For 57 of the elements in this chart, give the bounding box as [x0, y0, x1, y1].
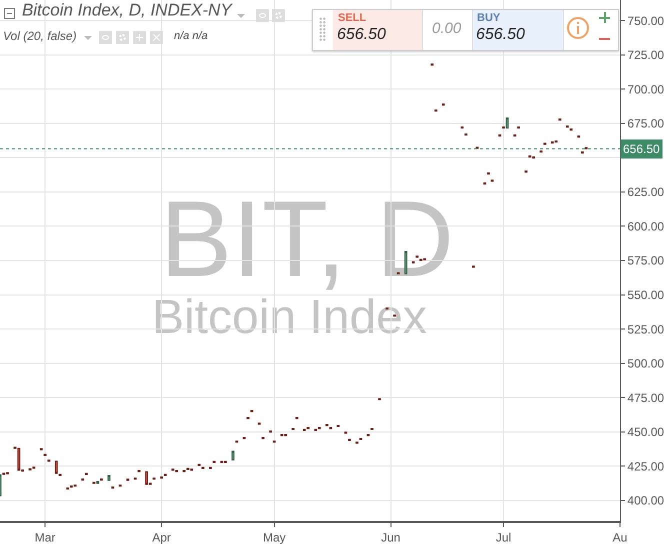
candlestick [502, 126, 505, 129]
x-tick-label: Mar [34, 530, 56, 544]
annotation: BUY [477, 12, 500, 24]
candlestick [108, 474, 110, 481]
annotation: 0.00 [432, 20, 462, 37]
candlestick [370, 428, 374, 430]
candlestick [284, 434, 287, 436]
candlestick [246, 416, 250, 420]
y-tick-label: 600.00 [627, 219, 664, 234]
y-tick-label: 700.00 [627, 82, 664, 96]
y-tick-label: 475.00 [627, 390, 664, 405]
y-tick-label: 550.00 [627, 288, 664, 302]
y-tick-label: 750.00 [627, 14, 664, 28]
y-tick-label: 625.00 [627, 185, 664, 200]
annotation: SELL [338, 12, 366, 24]
x-tick-label: Jul [496, 530, 512, 544]
y-tick-label: 675.00 [627, 116, 664, 131]
candlestick [145, 471, 148, 485]
candlestick [540, 150, 543, 153]
candlestick [386, 307, 388, 310]
candlestick [160, 476, 163, 479]
annotation: Vol (20, false) [3, 29, 77, 43]
candlestick [524, 170, 528, 173]
x-tick-label: Jun [381, 530, 400, 544]
candlestick [554, 140, 558, 143]
candlestick [302, 428, 306, 432]
candlestick [66, 487, 70, 490]
annotation: 656.50 [476, 26, 525, 44]
candlestick [325, 424, 328, 426]
x-tick-label: Au [612, 530, 628, 544]
y-tick-label: 425.00 [627, 459, 664, 474]
x-tick-label: May [262, 530, 286, 544]
candlestick [306, 426, 310, 430]
candlestick [96, 481, 100, 484]
y-tick-label: 400.00 [627, 494, 664, 508]
candlestick [314, 428, 318, 432]
y-tick-label: 725.00 [627, 48, 664, 62]
candlestick [464, 133, 468, 136]
candlestick [434, 109, 438, 112]
y-tick-label: 575.00 [627, 254, 664, 268]
x-tick-label: Apr [152, 530, 171, 544]
annotation: 656.50 [337, 26, 386, 44]
candlestick [581, 151, 584, 154]
candlestick [517, 126, 520, 129]
y-tick-label: 450.00 [627, 425, 664, 440]
chart-title: Bitcoin Index, D, INDEX-NY [22, 0, 234, 20]
candlestick [348, 438, 351, 442]
candlestick [232, 450, 234, 460]
annotation: n/a n/a [174, 30, 208, 42]
candlestick [54, 460, 58, 474]
candlestick [85, 472, 88, 476]
y-tick-label: 525.00 [627, 322, 664, 336]
ref-line-label: 656.50 [623, 142, 660, 156]
candlestick [318, 426, 321, 430]
candlestick [292, 428, 295, 430]
candlestick [295, 416, 298, 420]
y-tick-label: 500.00 [627, 356, 664, 371]
